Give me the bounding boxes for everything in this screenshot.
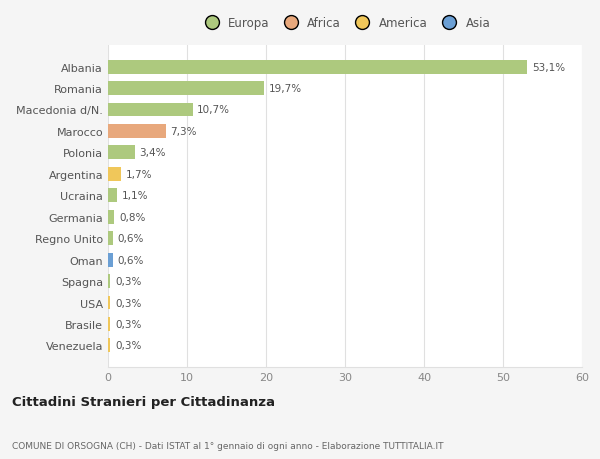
Bar: [108, 339, 110, 353]
Text: 1,1%: 1,1%: [121, 191, 148, 201]
Bar: [108, 296, 110, 310]
Bar: [108, 317, 110, 331]
Text: 0,3%: 0,3%: [115, 276, 142, 286]
Bar: [108, 189, 116, 203]
Text: 0,6%: 0,6%: [118, 234, 144, 244]
Text: Cittadini Stranieri per Cittadinanza: Cittadini Stranieri per Cittadinanza: [12, 396, 275, 409]
Bar: [108, 168, 121, 181]
Bar: [108, 210, 115, 224]
Text: 10,7%: 10,7%: [197, 105, 230, 115]
Legend: Europa, Africa, America, Asia: Europa, Africa, America, Asia: [196, 13, 494, 33]
Bar: [108, 146, 135, 160]
Text: 3,4%: 3,4%: [140, 148, 166, 158]
Bar: [108, 253, 113, 267]
Bar: [108, 274, 110, 288]
Bar: [108, 82, 263, 96]
Text: 7,3%: 7,3%: [170, 127, 197, 137]
Text: 0,8%: 0,8%: [119, 212, 145, 222]
Bar: [108, 232, 113, 246]
Text: 0,3%: 0,3%: [115, 341, 142, 351]
Bar: [108, 103, 193, 117]
Text: 1,7%: 1,7%: [126, 169, 152, 179]
Bar: [108, 125, 166, 139]
Text: 0,3%: 0,3%: [115, 319, 142, 329]
Text: COMUNE DI ORSOGNA (CH) - Dati ISTAT al 1° gennaio di ogni anno - Elaborazione TU: COMUNE DI ORSOGNA (CH) - Dati ISTAT al 1…: [12, 441, 443, 450]
Text: 0,6%: 0,6%: [118, 255, 144, 265]
Text: 19,7%: 19,7%: [268, 84, 301, 94]
Text: 0,3%: 0,3%: [115, 298, 142, 308]
Text: 53,1%: 53,1%: [532, 62, 565, 73]
Bar: [108, 61, 527, 74]
